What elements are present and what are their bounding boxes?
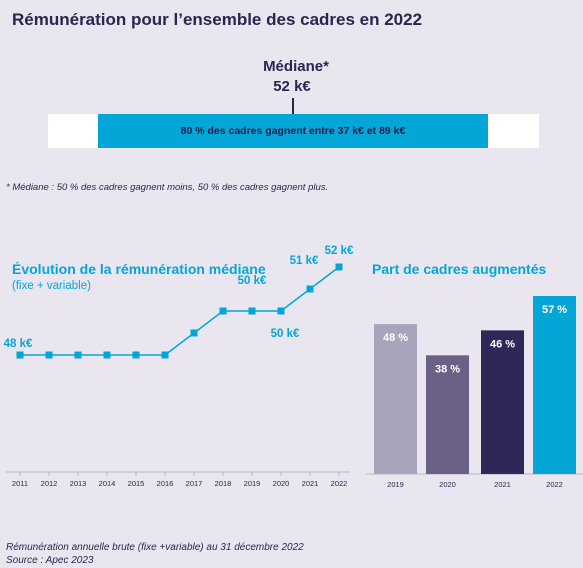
line-point <box>161 351 169 359</box>
bar-data-label: 38 % <box>435 363 460 375</box>
line-x-tick-label: 2016 <box>157 479 174 488</box>
bar-x-tick-label: 2022 <box>546 480 563 489</box>
line-point <box>248 307 256 315</box>
bar <box>533 296 576 474</box>
median-marker <box>292 98 294 114</box>
line-x-tick-label: 2021 <box>302 479 319 488</box>
line-data-label: 52 k€ <box>325 245 354 257</box>
line-x-tick-label: 2013 <box>70 479 87 488</box>
line-data-label: 50 k€ <box>271 328 300 340</box>
bar-chart: 48 % 2019 38 % 2020 46 % 2021 57 % 2022 <box>366 296 583 489</box>
bar <box>374 324 417 474</box>
median-footnote: * Médiane : 50 % des cadres gagnent moin… <box>6 182 329 193</box>
line-point <box>277 307 285 315</box>
line-point <box>132 351 140 359</box>
line-x-tick-label: 2014 <box>99 479 116 488</box>
line-chart: 2011 2012 2013 2014 2015 2016 2017 2018 2019 2020… <box>4 245 354 488</box>
line-x-tick-label: 2019 <box>244 479 261 488</box>
line-x-tick-label: 2015 <box>128 479 145 488</box>
line-x-tick-label: 2017 <box>186 479 203 488</box>
footer-source: Source : Apec 2023 <box>6 555 94 566</box>
line-point <box>306 285 314 293</box>
page-title: Rémunération pour l’ensemble des cadres … <box>12 10 423 29</box>
line-x-tick-label: 2022 <box>331 479 348 488</box>
line-point <box>335 263 343 271</box>
median-label: Médiane* <box>263 58 329 75</box>
bar-data-label: 48 % <box>383 332 408 344</box>
salary-range-bar: 80 % des cadres gagnent entre 37 k€ et 8… <box>98 114 488 148</box>
line-x-tick-label: 2018 <box>215 479 232 488</box>
line-point <box>16 351 24 359</box>
line-series <box>20 266 340 356</box>
line-x-tick-label: 2012 <box>41 479 58 488</box>
bar-chart-title: Part de cadres augmentés <box>372 261 547 277</box>
line-point <box>45 351 53 359</box>
bar-x-tick-label: 2021 <box>494 480 511 489</box>
line-point <box>74 351 82 359</box>
line-point <box>190 329 198 337</box>
line-chart-subtitle: (fixe + variable) <box>12 280 91 292</box>
bar-data-label: 46 % <box>490 338 515 350</box>
line-data-label: 50 k€ <box>238 275 267 287</box>
bar <box>426 355 469 474</box>
line-x-tick-label: 2011 <box>12 479 28 488</box>
footer-note: Rémunération annuelle brute (fixe +varia… <box>6 542 304 553</box>
line-data-label: 48 k€ <box>4 338 33 350</box>
line-point <box>219 307 227 315</box>
bar-x-tick-label: 2019 <box>387 480 404 489</box>
salary-range-text: 80 % des cadres gagnent entre 37 k€ et 8… <box>180 125 406 137</box>
line-x-tick-label: 2020 <box>273 479 290 488</box>
median-value: 52 k€ <box>273 78 311 95</box>
line-data-label: 51 k€ <box>290 255 319 267</box>
line-point <box>103 351 111 359</box>
bar <box>481 330 524 474</box>
bar-x-tick-label: 2020 <box>439 480 456 489</box>
line-chart-title: Évolution de la rémunération médiane <box>12 261 266 277</box>
bar-data-label: 57 % <box>542 304 567 316</box>
